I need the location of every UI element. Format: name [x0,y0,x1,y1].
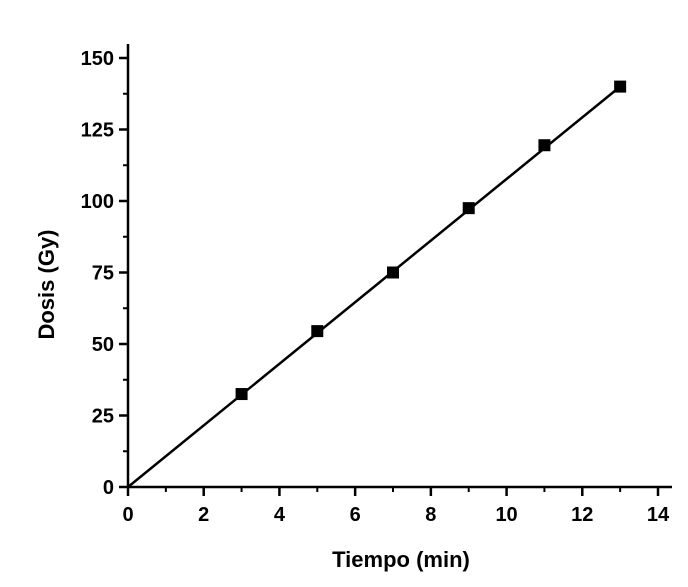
x-axis-title: Tiempo (min) [332,547,470,572]
data-point [235,388,248,401]
x-axis-ticks: 0 2 4 6 8 10 12 14 [122,487,670,526]
x-tick-label: 10 [495,504,517,526]
data-points [235,80,627,401]
y-tick-label: 75 [92,263,114,285]
y-tick-label: 25 [92,406,114,428]
y-tick-label: 100 [81,191,114,213]
x-tick-label: 0 [122,504,133,526]
data-point [614,80,627,93]
data-point [387,266,399,279]
data-point [462,202,475,215]
x-tick-label: 14 [647,504,670,526]
linear-fit-line [127,85,621,488]
y-tick-label: 50 [92,334,114,356]
x-tick-label: 6 [350,504,361,526]
x-tick-label: 12 [571,504,593,526]
data-point [311,325,324,338]
x-tick-label: 4 [274,504,286,526]
x-tick-label: 8 [425,504,436,526]
fit-line-layer [127,85,621,488]
data-point [538,139,551,152]
y-tick-label: 150 [81,48,114,70]
y-axis-title: Dosis (Gy) [34,229,59,339]
x-tick-label: 2 [198,504,209,526]
y-axis-ticks: 0 25 50 75 100 125 150 [81,48,128,499]
y-tick-label: 0 [103,477,114,499]
y-tick-label: 125 [81,120,114,142]
